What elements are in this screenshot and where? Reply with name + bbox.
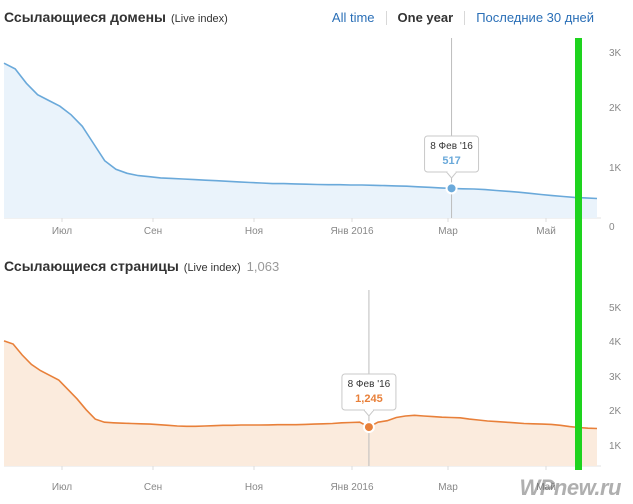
- x-tick-label: Ноя: [245, 226, 263, 237]
- x-tick-label: Июл: [52, 482, 72, 493]
- x-tick-label: Июл: [52, 226, 72, 237]
- highlight-point: [362, 421, 375, 434]
- chart-subtitle: (Live index): [170, 13, 228, 25]
- x-tick-label: Май: [536, 482, 556, 493]
- tooltip-date: 8 Фев '16: [348, 379, 391, 390]
- referring-pages-header: Ссылающиеся страницы (Live index) 1,063: [4, 258, 279, 278]
- y-tick-label: 4K: [609, 337, 622, 348]
- tooltip-value: 517: [442, 155, 460, 167]
- y-tick-label: 1K: [609, 441, 622, 452]
- time-range-tabs: All time One year Последние 30 дней: [321, 10, 605, 26]
- y-tick-label: 2K: [609, 406, 622, 417]
- series-line: [3, 340, 598, 430]
- referring-pages-count: 1,063: [246, 259, 280, 274]
- highlight-point: [445, 182, 458, 195]
- x-tick-label: Мар: [438, 226, 458, 237]
- tooltip-value: 1,245: [355, 393, 383, 405]
- series-area: [4, 340, 597, 466]
- x-tick-label: Мар: [438, 482, 458, 493]
- chart-title: Ссылающиеся страницы: [4, 258, 179, 274]
- chart-title: Ссылающиеся домены: [4, 9, 166, 25]
- y-tick-label: 0: [609, 222, 615, 233]
- y-tick-label: 1K: [609, 163, 622, 174]
- y-tick-label: 3K: [609, 48, 622, 59]
- referring-domains-chart: Июл Сен Ноя Янв 2016 Мар Май 3K 2K 1K 0 8 Фев '16 5…: [3, 38, 622, 237]
- tab-all-time[interactable]: All time: [331, 10, 375, 25]
- y-tick-label: 2K: [609, 103, 622, 114]
- x-tick-label: Сен: [144, 226, 162, 237]
- x-tick-label: Янв 2016: [330, 226, 374, 237]
- x-tick-label: Сен: [144, 482, 162, 493]
- y-tick-label: 5K: [609, 303, 622, 314]
- series-area: [4, 63, 597, 219]
- x-tick-label: Ноя: [245, 482, 263, 493]
- tab-divider: [464, 11, 466, 25]
- x-tick-label: Май: [536, 226, 556, 237]
- highlight-marker-line: [575, 38, 582, 470]
- y-tick-label: 3K: [609, 372, 622, 383]
- referring-pages-chart: Июл Сен Ноя Янв 2016 Мар Май 5K 4K 3K 2K 1K 8 Фев '…: [3, 290, 622, 493]
- tooltip-date: 8 Фев '16: [430, 141, 473, 152]
- series-line: [3, 62, 598, 200]
- tab-divider: [385, 11, 387, 25]
- tab-last-30-days[interactable]: Последние 30 дней: [476, 10, 594, 25]
- referring-domains-header: Ссылающиеся домены (Live index): [4, 9, 228, 29]
- x-tick-label: Янв 2016: [330, 482, 374, 493]
- watermark-logo: WPnew.ru: [519, 475, 621, 500]
- tab-one-year[interactable]: One year: [397, 10, 454, 25]
- chart-subtitle: (Live index): [183, 262, 241, 274]
